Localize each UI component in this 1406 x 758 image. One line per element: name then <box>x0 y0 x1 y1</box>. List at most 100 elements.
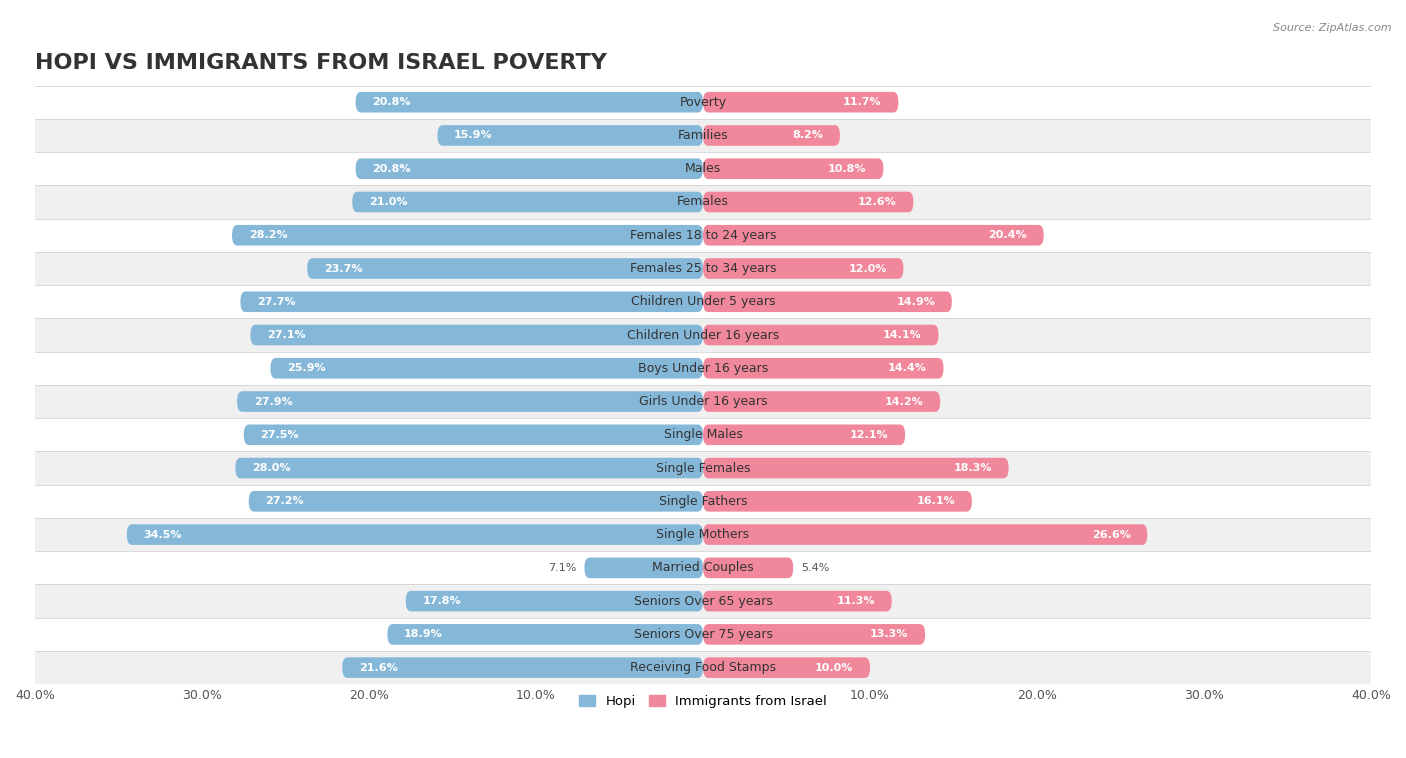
FancyBboxPatch shape <box>703 657 870 678</box>
Text: 28.0%: 28.0% <box>252 463 291 473</box>
Text: Poverty: Poverty <box>679 96 727 108</box>
FancyBboxPatch shape <box>703 291 952 312</box>
FancyBboxPatch shape <box>270 358 703 378</box>
Text: 5.4%: 5.4% <box>801 563 830 573</box>
FancyBboxPatch shape <box>703 391 941 412</box>
FancyBboxPatch shape <box>127 525 703 545</box>
Text: Females 25 to 34 years: Females 25 to 34 years <box>630 262 776 275</box>
Text: 15.9%: 15.9% <box>454 130 492 140</box>
Text: 13.3%: 13.3% <box>870 629 908 639</box>
Text: 11.3%: 11.3% <box>837 596 875 606</box>
Text: 34.5%: 34.5% <box>143 530 181 540</box>
Text: 8.2%: 8.2% <box>793 130 824 140</box>
Text: Children Under 16 years: Children Under 16 years <box>627 328 779 342</box>
FancyBboxPatch shape <box>35 584 1371 618</box>
FancyBboxPatch shape <box>703 125 839 146</box>
Text: Single Males: Single Males <box>664 428 742 441</box>
Text: 27.1%: 27.1% <box>267 330 305 340</box>
FancyBboxPatch shape <box>35 119 1371 152</box>
FancyBboxPatch shape <box>703 525 1147 545</box>
Text: Single Females: Single Females <box>655 462 751 475</box>
Text: Seniors Over 75 years: Seniors Over 75 years <box>634 628 772 641</box>
Text: 14.1%: 14.1% <box>883 330 922 340</box>
FancyBboxPatch shape <box>703 158 883 179</box>
Text: 14.4%: 14.4% <box>889 363 927 373</box>
FancyBboxPatch shape <box>35 186 1371 218</box>
Text: 27.9%: 27.9% <box>253 396 292 406</box>
FancyBboxPatch shape <box>35 452 1371 484</box>
FancyBboxPatch shape <box>35 518 1371 551</box>
Text: Families: Families <box>678 129 728 142</box>
FancyBboxPatch shape <box>35 152 1371 186</box>
FancyBboxPatch shape <box>250 324 703 346</box>
Text: 11.7%: 11.7% <box>844 97 882 107</box>
FancyBboxPatch shape <box>703 192 914 212</box>
FancyBboxPatch shape <box>437 125 703 146</box>
Text: 20.4%: 20.4% <box>988 230 1026 240</box>
FancyBboxPatch shape <box>35 418 1371 452</box>
FancyBboxPatch shape <box>35 618 1371 651</box>
Text: 10.8%: 10.8% <box>828 164 866 174</box>
FancyBboxPatch shape <box>235 458 703 478</box>
FancyBboxPatch shape <box>35 551 1371 584</box>
Text: 27.5%: 27.5% <box>260 430 299 440</box>
FancyBboxPatch shape <box>243 424 703 445</box>
Text: 26.6%: 26.6% <box>1091 530 1130 540</box>
Text: Children Under 5 years: Children Under 5 years <box>631 296 775 309</box>
FancyBboxPatch shape <box>703 458 1008 478</box>
Text: 12.6%: 12.6% <box>858 197 897 207</box>
FancyBboxPatch shape <box>35 86 1371 119</box>
FancyBboxPatch shape <box>703 424 905 445</box>
Text: 25.9%: 25.9% <box>287 363 326 373</box>
Legend: Hopi, Immigrants from Israel: Hopi, Immigrants from Israel <box>574 690 832 713</box>
Text: Married Couples: Married Couples <box>652 562 754 575</box>
Text: 18.3%: 18.3% <box>953 463 993 473</box>
Text: Seniors Over 65 years: Seniors Over 65 years <box>634 594 772 608</box>
FancyBboxPatch shape <box>703 590 891 612</box>
Text: Single Fathers: Single Fathers <box>659 495 747 508</box>
FancyBboxPatch shape <box>35 318 1371 352</box>
Text: Boys Under 16 years: Boys Under 16 years <box>638 362 768 374</box>
Text: 10.0%: 10.0% <box>815 662 853 672</box>
FancyBboxPatch shape <box>387 624 703 644</box>
FancyBboxPatch shape <box>232 225 703 246</box>
FancyBboxPatch shape <box>703 324 938 346</box>
Text: 28.2%: 28.2% <box>249 230 287 240</box>
FancyBboxPatch shape <box>703 624 925 644</box>
FancyBboxPatch shape <box>35 285 1371 318</box>
Text: Receiving Food Stamps: Receiving Food Stamps <box>630 661 776 674</box>
FancyBboxPatch shape <box>703 358 943 378</box>
Text: 21.6%: 21.6% <box>359 662 398 672</box>
Text: Females: Females <box>678 196 728 208</box>
FancyBboxPatch shape <box>35 218 1371 252</box>
FancyBboxPatch shape <box>356 92 703 112</box>
Text: Males: Males <box>685 162 721 175</box>
FancyBboxPatch shape <box>238 391 703 412</box>
Text: 18.9%: 18.9% <box>404 629 443 639</box>
Text: 23.7%: 23.7% <box>323 264 363 274</box>
Text: 27.2%: 27.2% <box>266 496 304 506</box>
Text: 17.8%: 17.8% <box>422 596 461 606</box>
FancyBboxPatch shape <box>406 590 703 612</box>
FancyBboxPatch shape <box>35 352 1371 385</box>
Text: HOPI VS IMMIGRANTS FROM ISRAEL POVERTY: HOPI VS IMMIGRANTS FROM ISRAEL POVERTY <box>35 53 607 73</box>
Text: Single Mothers: Single Mothers <box>657 528 749 541</box>
FancyBboxPatch shape <box>35 252 1371 285</box>
Text: 7.1%: 7.1% <box>548 563 576 573</box>
FancyBboxPatch shape <box>35 651 1371 684</box>
Text: 21.0%: 21.0% <box>368 197 408 207</box>
FancyBboxPatch shape <box>703 225 1043 246</box>
FancyBboxPatch shape <box>249 491 703 512</box>
FancyBboxPatch shape <box>703 558 793 578</box>
FancyBboxPatch shape <box>307 258 703 279</box>
Text: 14.2%: 14.2% <box>884 396 924 406</box>
FancyBboxPatch shape <box>703 92 898 112</box>
Text: Source: ZipAtlas.com: Source: ZipAtlas.com <box>1274 23 1392 33</box>
Text: 12.1%: 12.1% <box>849 430 889 440</box>
FancyBboxPatch shape <box>35 385 1371 418</box>
FancyBboxPatch shape <box>353 192 703 212</box>
Text: 14.9%: 14.9% <box>896 297 935 307</box>
FancyBboxPatch shape <box>35 484 1371 518</box>
Text: 20.8%: 20.8% <box>373 164 411 174</box>
FancyBboxPatch shape <box>240 291 703 312</box>
